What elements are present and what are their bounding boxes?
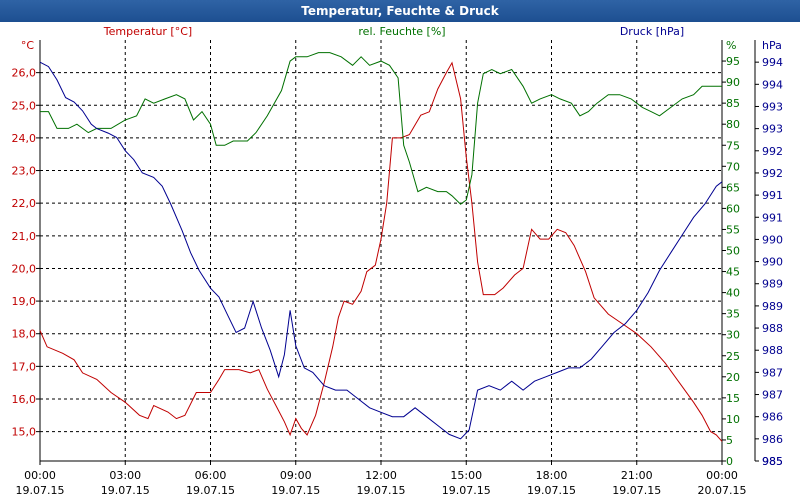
- temperature-tick-label: 15,0: [12, 426, 37, 439]
- temperature-tick-label: 23,0: [12, 165, 37, 178]
- humidity-tick-label: 85: [726, 97, 740, 110]
- temperature-tick-label: 19,0: [12, 295, 37, 308]
- pressure-tick-label: 988: [762, 322, 783, 335]
- temperature-tick-label: 18,0: [12, 328, 37, 341]
- humidity-tick-label: 20: [726, 371, 740, 384]
- x-tick-date: 19.07.15: [527, 484, 576, 497]
- humidity-tick-label: 55: [726, 223, 740, 236]
- pressure-tick-label: 989: [762, 278, 783, 291]
- humidity-tick-label: 5: [726, 434, 733, 447]
- humidity-tick-label: 70: [726, 160, 740, 173]
- grid: [40, 40, 722, 461]
- x-tick-date: 19.07.15: [101, 484, 150, 497]
- x-tick-time: 06:00: [195, 469, 227, 482]
- temperature-tick-label: 21,0: [12, 230, 37, 243]
- pressure-tick-label: 994: [762, 78, 783, 91]
- pressure-tick-label: 987: [762, 389, 783, 402]
- temperature-tick-label: 22,0: [12, 197, 37, 210]
- pressure-tick-label: 994: [762, 56, 783, 69]
- x-tick-time: 18:00: [536, 469, 568, 482]
- x-tick-time: 09:00: [280, 469, 312, 482]
- temperature-tick-label: 24,0: [12, 132, 37, 145]
- humidity-unit: %: [726, 39, 736, 52]
- pressure-tick-label: 992: [762, 167, 783, 180]
- pressure-tick-label: 985: [762, 455, 783, 468]
- x-tick-date: 19.07.15: [612, 484, 661, 497]
- humidity-tick-label: 15: [726, 392, 740, 405]
- pressure-tick-label: 990: [762, 256, 783, 269]
- temperature-tick-label: 20,0: [12, 262, 37, 275]
- pressure-tick-label: 985: [762, 455, 783, 468]
- humidity-series-line: [40, 52, 722, 205]
- pressure-tick-label: 991: [762, 211, 783, 224]
- temperature-unit: °C: [21, 39, 35, 52]
- humidity-tick-label: 95: [726, 55, 740, 68]
- humidity-tick-label: 30: [726, 329, 740, 342]
- x-tick-time: 21:00: [621, 469, 653, 482]
- x-tick-date: 19.07.15: [357, 484, 406, 497]
- humidity-tick-label: 65: [726, 181, 740, 194]
- temperature-label: Temperatur [°C]: [103, 25, 192, 38]
- temperature-series-line: [39, 61, 723, 442]
- x-tick-date: 19.07.15: [442, 484, 491, 497]
- temperature-tick-label: 17,0: [12, 360, 37, 373]
- pressure-tick-label: 990: [762, 233, 783, 246]
- x-tick-time: 00:00: [706, 469, 738, 482]
- humidity-tick-label: 80: [726, 118, 740, 131]
- x-tick-date: 20.07.15: [698, 484, 747, 497]
- pressure-series-line: [39, 61, 723, 440]
- pressure-tick-label: 989: [762, 300, 783, 313]
- window-title: Temperatur, Feuchte & Druck: [0, 0, 800, 22]
- x-tick-time: 12:00: [365, 469, 397, 482]
- pressure-ticks: 9859859869869879879889889899899909909919…: [755, 56, 783, 468]
- humidity-tick-label: 45: [726, 266, 740, 279]
- humidity-label: rel. Feuchte [%]: [358, 25, 445, 38]
- humidity-tick-label: 35: [726, 308, 740, 321]
- pressure-tick-label: 987: [762, 366, 783, 379]
- humidity-tick-label: 90: [726, 76, 740, 89]
- pressure-tick-label: 992: [762, 145, 783, 158]
- x-tick-time: 00:00: [24, 469, 56, 482]
- x-tick-time: 03:00: [109, 469, 141, 482]
- x-tick-date: 19.07.15: [16, 484, 65, 497]
- temperature-tick-label: 26,0: [12, 67, 37, 80]
- x-tick-date: 19.07.15: [186, 484, 235, 497]
- pressure-tick-label: 993: [762, 123, 783, 136]
- pressure-unit: hPa: [762, 39, 782, 52]
- humidity-tick-label: 0: [726, 455, 733, 468]
- pressure-tick-label: 993: [762, 100, 783, 113]
- pressure-tick-label: 986: [762, 433, 783, 446]
- pressure-tick-label: 986: [762, 411, 783, 424]
- pressure-tick-label: 991: [762, 189, 783, 202]
- humidity-tick-label: 40: [726, 287, 740, 300]
- temperature-ticks: 15,0 16,0 17,0 18,0 19,0 20,0 21,0 22,0 23,0 24,0…: [12, 67, 40, 439]
- x-ticks: 00:00 19.07.15 03:00 19.07.15 06:00 19.07.15 0…: [16, 461, 747, 497]
- humidity-tick-label: 75: [726, 139, 740, 152]
- humidity-ticks: 0 5 10 15 20 25 30 35 40 45 50 55 60 65 70 75 80 85 90 95: [722, 55, 740, 468]
- humidity-tick-label: 10: [726, 413, 740, 426]
- pressure-tick-label: 988: [762, 344, 783, 357]
- x-tick-date: 19.07.15: [271, 484, 320, 497]
- x-tick-time: 15:00: [450, 469, 482, 482]
- humidity-tick-label: 60: [726, 202, 740, 215]
- pressure-label: Druck [hPa]: [620, 25, 684, 38]
- humidity-tick-label: 25: [726, 350, 740, 363]
- temperature-tick-label: 25,0: [12, 99, 37, 112]
- humidity-tick-label: 50: [726, 245, 740, 258]
- temperature-tick-label: 16,0: [12, 393, 37, 406]
